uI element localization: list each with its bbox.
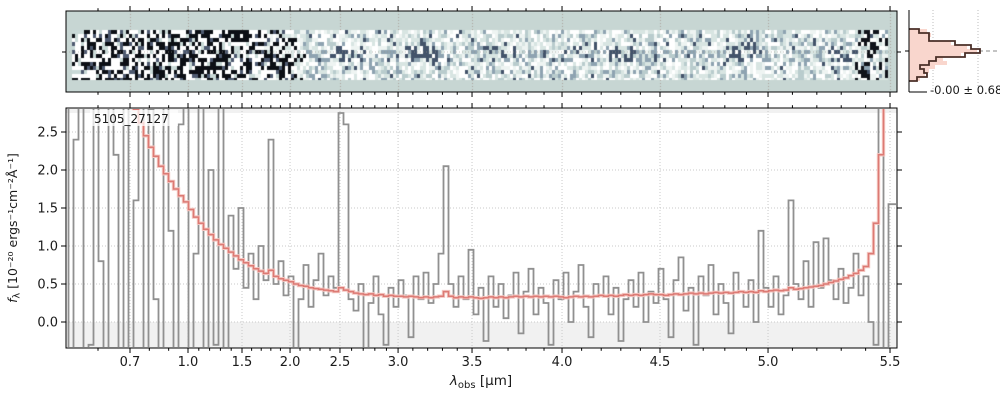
y-tick-label: 1.0 bbox=[37, 240, 58, 255]
x-tick-label: 3.5 bbox=[462, 355, 483, 370]
x-tick-label: 0.7 bbox=[120, 355, 141, 370]
histogram-stats-label: -0.00 ± 0.68 bbox=[930, 83, 1000, 97]
x-tick-label: 5.0 bbox=[758, 355, 779, 370]
x-tick-label: 4.0 bbox=[552, 355, 573, 370]
x-axis-label-symbol: λ bbox=[449, 373, 458, 389]
shaded-region-top bbox=[66, 108, 897, 113]
hist-bar-pink bbox=[909, 53, 961, 57]
y-tick-label: 2.0 bbox=[37, 164, 58, 179]
hist-bar-pink bbox=[909, 73, 925, 77]
x-tick-label: 2.0 bbox=[280, 355, 301, 370]
y-tick-label: 0.0 bbox=[37, 316, 58, 331]
object-id-label: 5105_27127 bbox=[94, 112, 169, 126]
x-tick-label: 4.5 bbox=[650, 355, 671, 370]
spectrum-1d-panel-border bbox=[65, 107, 898, 349]
hist-bar-pink bbox=[909, 37, 929, 41]
y-tick-label: 2.5 bbox=[37, 126, 58, 141]
hist-bar-pink bbox=[909, 57, 943, 61]
x-axis-label-rest: [μm] bbox=[476, 373, 513, 389]
hist-bar-pink bbox=[909, 65, 935, 69]
x-tick-label: 5.5 bbox=[880, 355, 901, 370]
x-tick-label: 1.0 bbox=[178, 355, 199, 370]
x-axis-label: λobs [μm] bbox=[449, 373, 512, 391]
y-tick-label: 0.5 bbox=[37, 278, 58, 293]
x-tick-label: 2.5 bbox=[330, 355, 351, 370]
hist-bar-pink bbox=[909, 77, 920, 81]
hist-bar-pink bbox=[909, 29, 927, 33]
y-axis-label-rest: [10⁻²⁰ ergs⁻¹cm⁻²Å⁻¹] bbox=[5, 153, 20, 293]
x-tick-label: 3.0 bbox=[388, 355, 409, 370]
generated-over: 0.7 1.0 1.5 2.0 2.5 3.0 3.5 4.0 4.5 5.0 5.5 0.0 0.5 1… bbox=[37, 6, 927, 370]
y-axis-label-sub: λ bbox=[12, 292, 23, 298]
y-tick-label: 1.5 bbox=[37, 202, 58, 217]
uncertainty-halo-line bbox=[131, 109, 886, 301]
y-axis-label: fλ [10⁻²⁰ ergs⁻¹cm⁻²Å⁻¹] bbox=[5, 153, 23, 303]
x-axis-label-sub: obs bbox=[458, 380, 476, 391]
hist-outline bbox=[909, 28, 981, 82]
generated-under bbox=[66, 10, 997, 348]
x-tick-label: 1.5 bbox=[232, 355, 253, 370]
hist-bar-pink bbox=[909, 41, 951, 45]
object-id-label-bg bbox=[90, 110, 178, 126]
hist-bar-pink bbox=[909, 45, 967, 49]
hist-bar-pink bbox=[909, 69, 929, 73]
flux-step-line bbox=[67, 109, 896, 347]
spectrum-2d-panel-border bbox=[65, 10, 898, 93]
uncertainty-line bbox=[132, 109, 885, 300]
shaded-region-below-zero bbox=[66, 322, 897, 348]
hist-bar-pink bbox=[909, 61, 947, 65]
hist-bar-pink bbox=[909, 49, 977, 53]
hist-bar-pink bbox=[909, 33, 931, 37]
spectrum-2d-image bbox=[66, 11, 897, 92]
y-axis-label-symbol: f bbox=[5, 297, 20, 303]
